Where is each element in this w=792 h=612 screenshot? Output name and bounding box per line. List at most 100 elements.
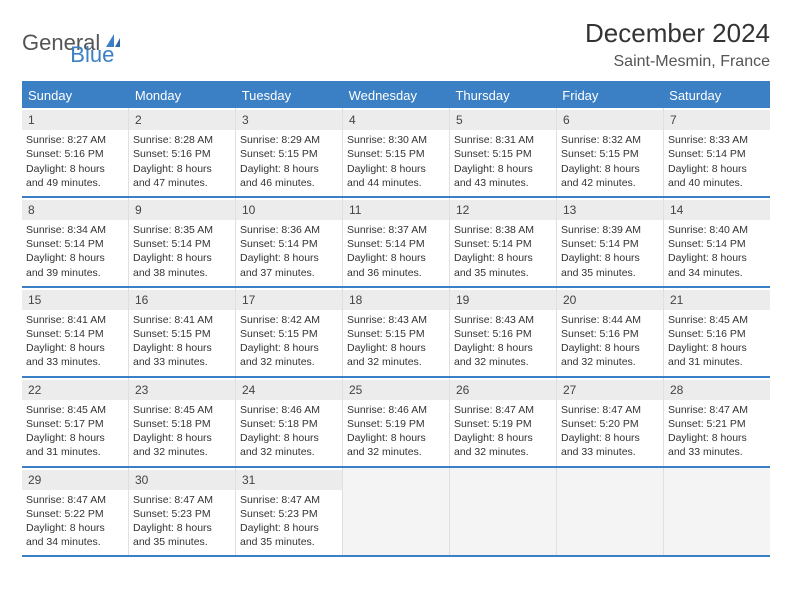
daylight-line1: Daylight: 8 hours [561,431,659,445]
sunset-text: Sunset: 5:23 PM [240,507,338,521]
day-cell: 8Sunrise: 8:34 AMSunset: 5:14 PMDaylight… [22,198,129,286]
sunrise-text: Sunrise: 8:41 AM [26,313,124,327]
day-number: 13 [563,203,576,217]
daynum-wrap: 30 [129,470,235,490]
daylight-line1: Daylight: 8 hours [668,341,766,355]
dow-thu: Thursday [449,83,556,108]
daylight-line2: and 36 minutes. [347,266,445,280]
dow-fri: Friday [556,83,663,108]
sunrise-text: Sunrise: 8:47 AM [561,403,659,417]
daynum-wrap: 26 [450,380,556,400]
sunrise-text: Sunrise: 8:45 AM [26,403,124,417]
sunrise-text: Sunrise: 8:35 AM [133,223,231,237]
day-cell: 28Sunrise: 8:47 AMSunset: 5:21 PMDayligh… [664,378,770,466]
day-cell [664,468,770,556]
daynum-wrap: 5 [450,110,556,130]
daylight-line2: and 47 minutes. [133,176,231,190]
sunrise-text: Sunrise: 8:45 AM [668,313,766,327]
calendar: Sunday Monday Tuesday Wednesday Thursday… [22,81,770,557]
sunset-text: Sunset: 5:15 PM [240,327,338,341]
sunset-text: Sunset: 5:16 PM [454,327,552,341]
sunset-text: Sunset: 5:14 PM [26,237,124,251]
day-cell: 29Sunrise: 8:47 AMSunset: 5:22 PMDayligh… [22,468,129,556]
daynum-wrap: 31 [236,470,342,490]
sunrise-text: Sunrise: 8:36 AM [240,223,338,237]
daylight-line2: and 35 minutes. [561,266,659,280]
daylight-line1: Daylight: 8 hours [561,251,659,265]
daylight-line2: and 32 minutes. [347,445,445,459]
daylight-line2: and 35 minutes. [240,535,338,549]
daylight-line2: and 37 minutes. [240,266,338,280]
daylight-line2: and 33 minutes. [668,445,766,459]
sunset-text: Sunset: 5:14 PM [240,237,338,251]
day-number: 31 [242,473,255,487]
day-cell [343,468,450,556]
daynum-wrap: 27 [557,380,663,400]
sunset-text: Sunset: 5:16 PM [26,147,124,161]
dow-mon: Monday [129,83,236,108]
sunset-text: Sunset: 5:15 PM [240,147,338,161]
day-number: 19 [456,293,469,307]
sunrise-text: Sunrise: 8:43 AM [454,313,552,327]
daylight-line1: Daylight: 8 hours [561,162,659,176]
sunrise-text: Sunrise: 8:44 AM [561,313,659,327]
daynum-wrap: 23 [129,380,235,400]
day-cell: 11Sunrise: 8:37 AMSunset: 5:14 PMDayligh… [343,198,450,286]
week-row: 29Sunrise: 8:47 AMSunset: 5:22 PMDayligh… [22,468,770,558]
daylight-line1: Daylight: 8 hours [133,521,231,535]
daylight-line2: and 32 minutes. [240,445,338,459]
daynum-wrap: 1 [22,110,128,130]
daylight-line2: and 32 minutes. [133,445,231,459]
daylight-line1: Daylight: 8 hours [240,431,338,445]
day-cell [450,468,557,556]
day-number: 6 [563,113,570,127]
sunrise-text: Sunrise: 8:46 AM [240,403,338,417]
sunrise-text: Sunrise: 8:41 AM [133,313,231,327]
daylight-line1: Daylight: 8 hours [133,341,231,355]
logo: General Blue [22,18,114,68]
sunrise-text: Sunrise: 8:39 AM [561,223,659,237]
day-number: 22 [28,383,41,397]
daylight-line2: and 49 minutes. [26,176,124,190]
day-cell: 24Sunrise: 8:46 AMSunset: 5:18 PMDayligh… [236,378,343,466]
day-number: 30 [135,473,148,487]
daynum-wrap: 4 [343,110,449,130]
day-cell: 21Sunrise: 8:45 AMSunset: 5:16 PMDayligh… [664,288,770,376]
dow-sat: Saturday [663,83,770,108]
daylight-line2: and 32 minutes. [454,355,552,369]
daylight-line1: Daylight: 8 hours [133,162,231,176]
daynum-wrap: 6 [557,110,663,130]
sunrise-text: Sunrise: 8:32 AM [561,133,659,147]
day-cell: 16Sunrise: 8:41 AMSunset: 5:15 PMDayligh… [129,288,236,376]
daylight-line2: and 44 minutes. [347,176,445,190]
sunrise-text: Sunrise: 8:42 AM [240,313,338,327]
sunrise-text: Sunrise: 8:27 AM [26,133,124,147]
day-number: 9 [135,203,142,217]
daynum-wrap: 21 [664,290,770,310]
daylight-line2: and 32 minutes. [240,355,338,369]
day-cell: 19Sunrise: 8:43 AMSunset: 5:16 PMDayligh… [450,288,557,376]
daylight-line1: Daylight: 8 hours [561,341,659,355]
day-number: 10 [242,203,255,217]
daylight-line1: Daylight: 8 hours [133,431,231,445]
sunset-text: Sunset: 5:19 PM [454,417,552,431]
day-number: 24 [242,383,255,397]
daylight-line1: Daylight: 8 hours [347,251,445,265]
day-cell: 6Sunrise: 8:32 AMSunset: 5:15 PMDaylight… [557,108,664,196]
daylight-line1: Daylight: 8 hours [347,162,445,176]
sunrise-text: Sunrise: 8:40 AM [668,223,766,237]
day-cell: 17Sunrise: 8:42 AMSunset: 5:15 PMDayligh… [236,288,343,376]
day-cell: 14Sunrise: 8:40 AMSunset: 5:14 PMDayligh… [664,198,770,286]
daynum-wrap: 29 [22,470,128,490]
week-row: 15Sunrise: 8:41 AMSunset: 5:14 PMDayligh… [22,288,770,378]
sunrise-text: Sunrise: 8:31 AM [454,133,552,147]
daylight-line2: and 33 minutes. [133,355,231,369]
location: Saint-Mesmin, France [585,53,770,71]
sunset-text: Sunset: 5:15 PM [454,147,552,161]
week-row: 22Sunrise: 8:45 AMSunset: 5:17 PMDayligh… [22,378,770,468]
day-number: 16 [135,293,148,307]
day-number: 25 [349,383,362,397]
day-cell: 23Sunrise: 8:45 AMSunset: 5:18 PMDayligh… [129,378,236,466]
sunset-text: Sunset: 5:18 PM [133,417,231,431]
dow-wed: Wednesday [343,83,450,108]
